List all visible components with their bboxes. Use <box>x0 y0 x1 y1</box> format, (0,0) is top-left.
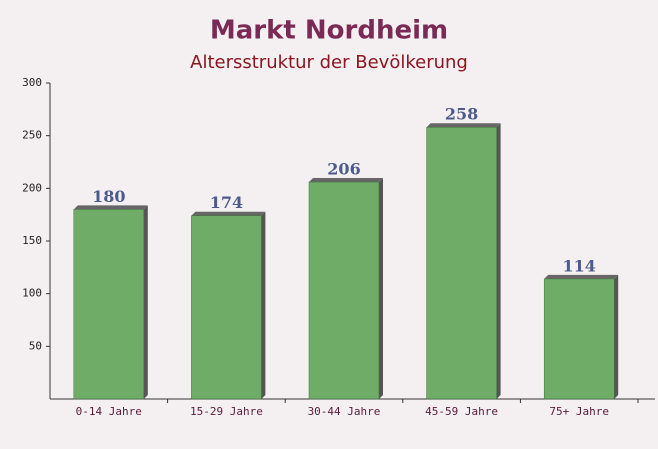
bar-shadow <box>426 123 501 128</box>
bar-shadow <box>143 205 148 399</box>
chart-subtitle: Altersstruktur der Bevölkerung <box>190 52 468 73</box>
y-tick-label: 100 <box>22 287 42 300</box>
bar <box>191 215 262 400</box>
value-label: 114 <box>562 256 595 275</box>
value-label: 206 <box>327 160 360 179</box>
x-tick-label: 0-14 Jahre <box>76 405 142 418</box>
value-label: 174 <box>210 193 243 212</box>
x-tick-label: 45-59 Jahre <box>425 405 498 418</box>
y-tick-label: 250 <box>22 129 42 142</box>
bar <box>426 126 497 400</box>
bar <box>73 209 145 400</box>
bar <box>308 181 380 400</box>
value-label: 258 <box>445 105 478 124</box>
x-tick-label: 15-29 Jahre <box>190 405 263 418</box>
bar <box>543 278 615 400</box>
chart-title: Markt Nordheim <box>210 16 448 46</box>
x-tick-label: 30-44 Jahre <box>308 405 381 418</box>
bar-shadow <box>261 211 266 399</box>
bar-shadow <box>544 274 619 279</box>
value-label: 180 <box>92 187 125 206</box>
y-tick-label: 300 <box>22 76 42 89</box>
y-tick-label: 150 <box>22 234 42 247</box>
y-tick-label: 200 <box>22 181 42 194</box>
bar-shadow <box>496 123 501 400</box>
bar-shadow <box>309 178 383 183</box>
bar-shadow <box>379 178 383 399</box>
y-tick-label: 50 <box>29 339 42 352</box>
bar-shadow <box>614 274 619 399</box>
bar-shadow <box>191 211 266 216</box>
bar-shadow <box>73 205 148 210</box>
x-tick-label: 75+ Jahre <box>549 405 609 418</box>
